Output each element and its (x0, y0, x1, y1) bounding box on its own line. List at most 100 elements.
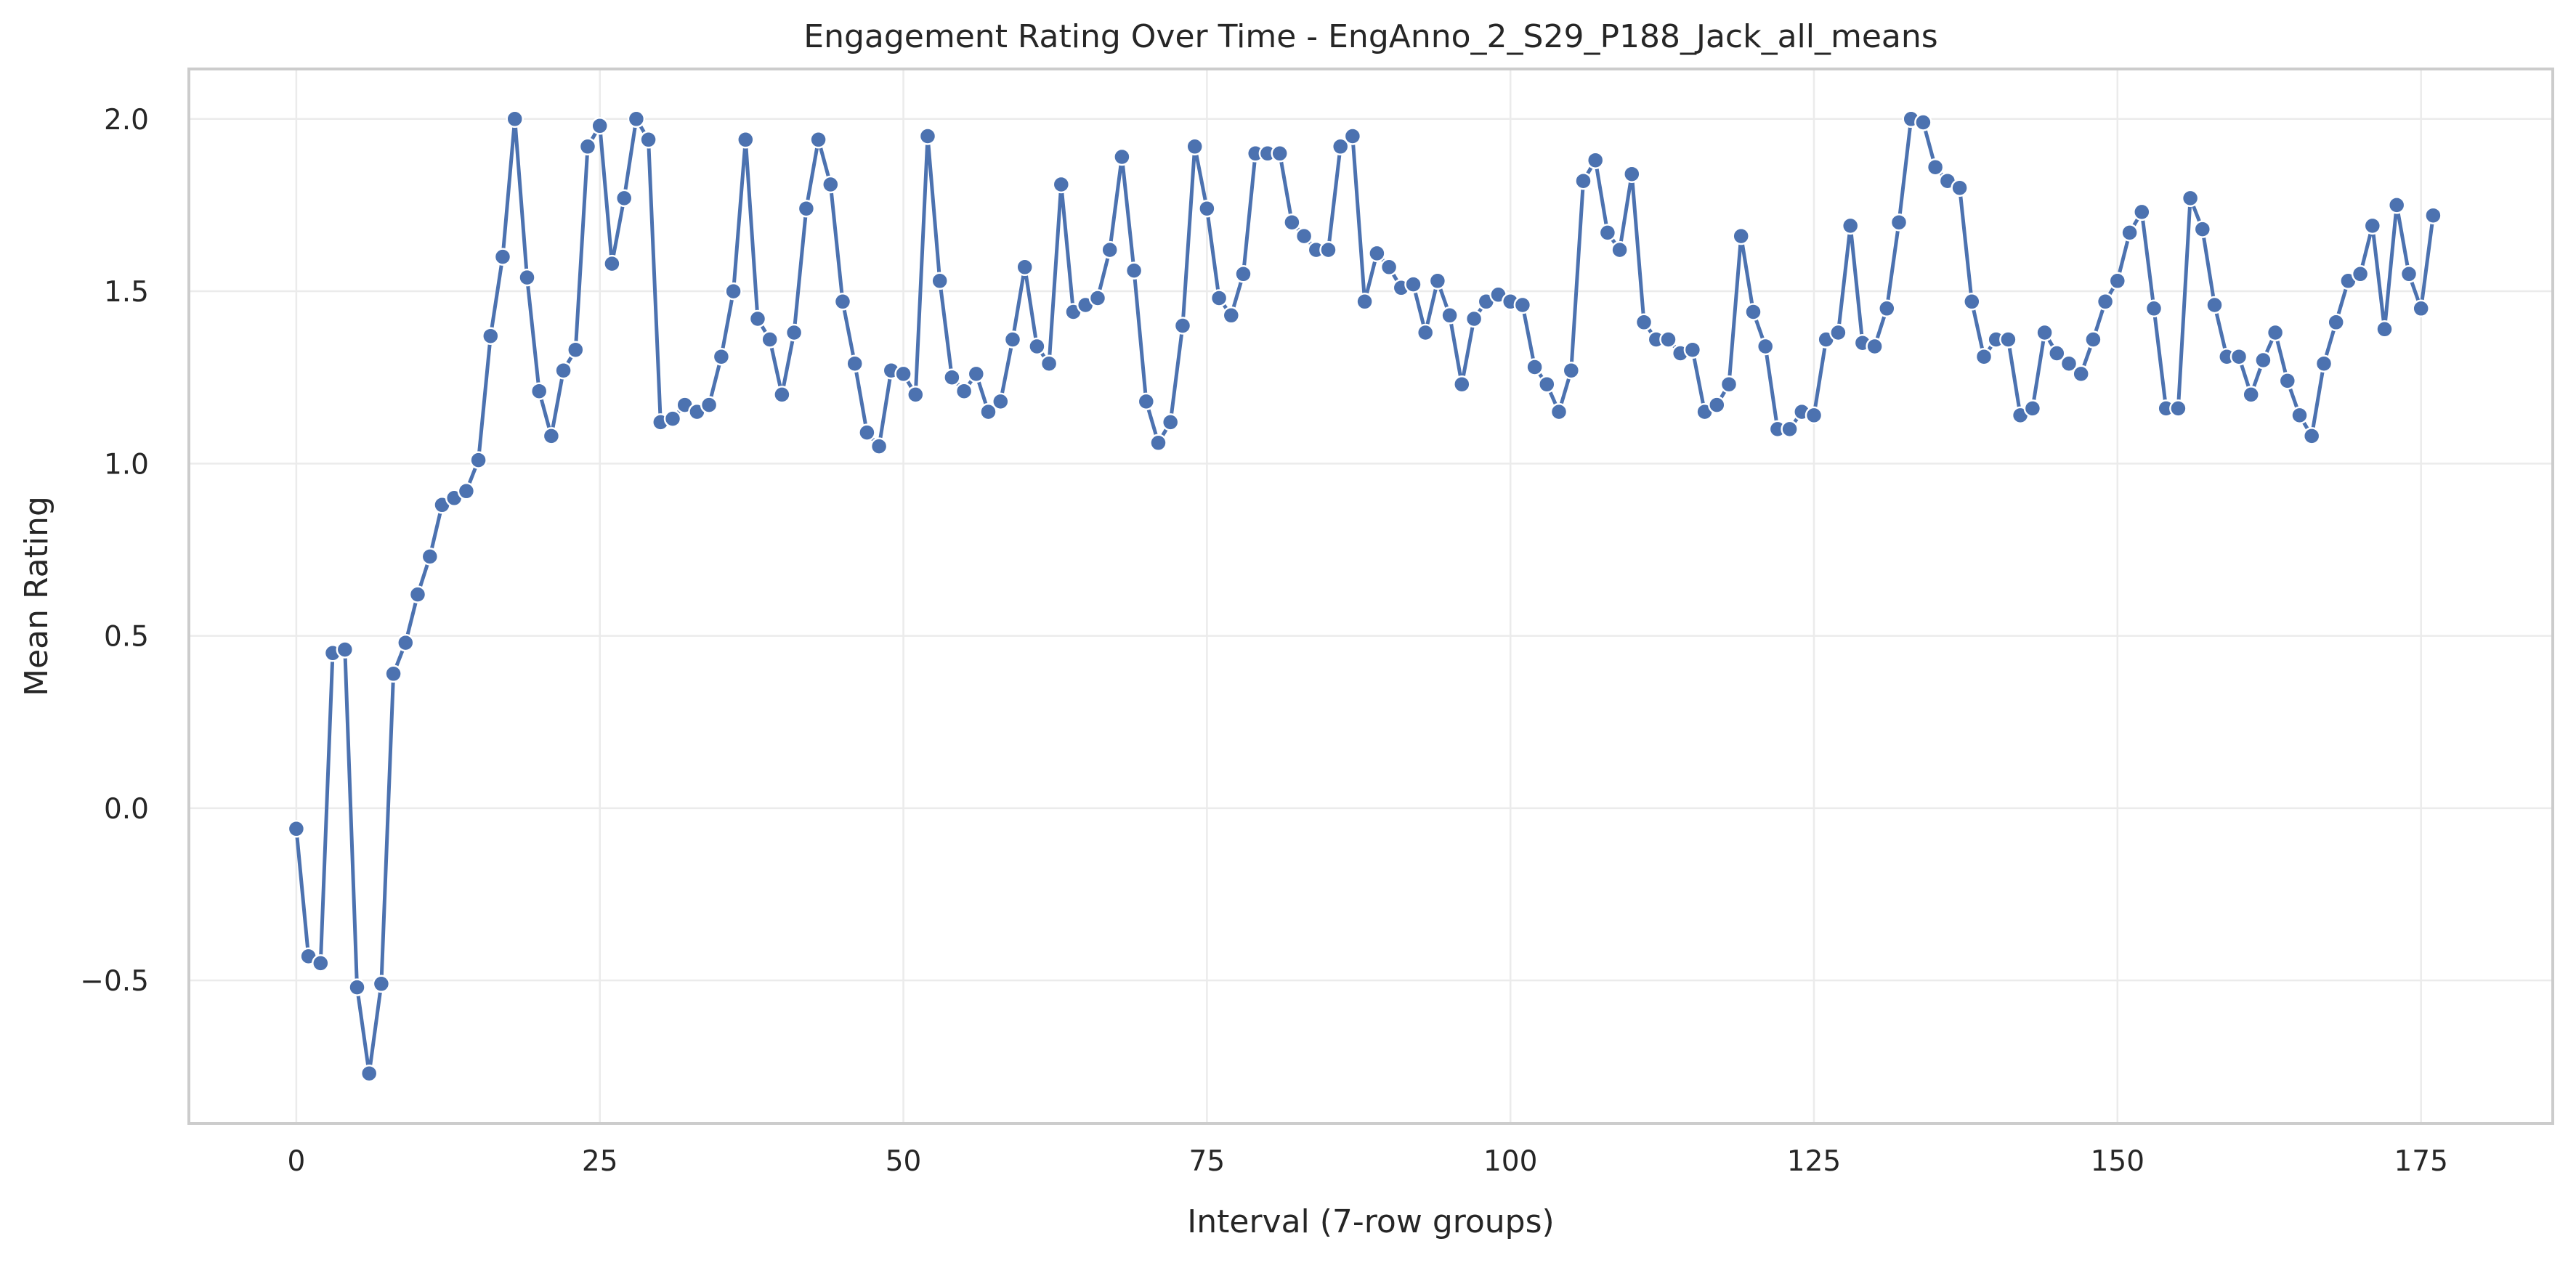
data-point (1198, 199, 1216, 218)
data-point (1526, 358, 1544, 376)
data-point (1841, 216, 1860, 235)
data-point (1003, 330, 1022, 349)
x-tick-label: 0 (287, 1145, 305, 1178)
data-point (2291, 406, 2309, 425)
y-tick-labels: −0.5 0.0 0.5 1.0 1.5 2.0 (80, 104, 149, 998)
data-point (992, 392, 1010, 411)
data-point (2412, 299, 2430, 318)
data-point (1173, 317, 1192, 335)
y-tick-label: −0.5 (80, 965, 149, 998)
data-point (1781, 420, 1799, 439)
data-point (979, 402, 997, 421)
data-point (1744, 303, 1762, 321)
x-tick-label: 25 (582, 1145, 618, 1178)
data-point (1963, 293, 1981, 311)
data-point (943, 368, 961, 386)
data-point (348, 978, 366, 996)
data-point (1708, 396, 1726, 414)
data-point (1380, 258, 1398, 277)
data-point (2144, 299, 2163, 318)
chart-title: Engagement Rating Over Time - EngAnno_2_… (803, 18, 1937, 55)
data-point (1974, 347, 1993, 366)
data-point (761, 330, 779, 349)
data-point (1125, 261, 1143, 280)
data-point (408, 585, 427, 603)
data-point (1611, 240, 1629, 259)
x-tick-label: 50 (886, 1145, 922, 1178)
y-tick-label: 0.0 (104, 793, 149, 826)
data-point (663, 410, 682, 428)
data-point (1635, 313, 1653, 332)
x-tick-label: 75 (1189, 1145, 1226, 1178)
data-point (1222, 306, 1241, 325)
y-axis-label: Mean Rating (18, 496, 55, 696)
data-point (2375, 320, 2394, 338)
data-point (2266, 323, 2285, 342)
data-point (1623, 165, 1641, 183)
data-point (1271, 145, 1289, 163)
data-point (1319, 240, 1337, 259)
grid-lines (189, 69, 2553, 1123)
data-point (907, 386, 925, 404)
y-tick-label: 2.0 (104, 104, 149, 137)
data-point (1683, 341, 1702, 359)
x-tick-labels: 0 25 50 75 100 125 150 175 (287, 1145, 2447, 1178)
data-point (1052, 175, 1071, 194)
data-point (312, 954, 330, 972)
y-tick-label: 1.0 (104, 448, 149, 481)
data-point (457, 482, 476, 500)
plot-frame (187, 68, 2554, 1125)
data-point (1829, 323, 1847, 342)
data-point (627, 110, 646, 129)
data-point (1441, 306, 1459, 325)
x-tick-label: 100 (1483, 1145, 1537, 1178)
data-point (2169, 399, 2187, 418)
data-point (1368, 244, 1386, 263)
x-tick-label: 175 (2394, 1145, 2447, 1178)
x-axis-label: Interval (7-row groups) (1187, 1203, 1554, 1240)
x-tick-label: 125 (1787, 1145, 1841, 1178)
data-point (2023, 399, 2042, 418)
data-point (2314, 354, 2333, 373)
data-point (1137, 392, 1156, 411)
data-point (931, 272, 949, 290)
data-point (2302, 427, 2321, 445)
data-point (1926, 158, 1945, 176)
data-point (870, 437, 888, 455)
data-point (1040, 354, 1058, 373)
data-point (2036, 323, 2054, 342)
data-point (1113, 147, 1131, 166)
data-point (1210, 289, 1228, 307)
data-point (700, 396, 718, 414)
data-point (1161, 413, 1180, 431)
data-point (2193, 220, 2212, 238)
y-tick-label: 1.5 (104, 276, 149, 309)
data-point (2133, 203, 2151, 221)
data-point (1890, 213, 1908, 232)
data-point (955, 382, 973, 400)
data-point (336, 640, 355, 659)
x-tick-label: 150 (2091, 1145, 2144, 1178)
data-point (1186, 137, 1204, 156)
data-point (2108, 272, 2127, 290)
data-point (967, 365, 986, 383)
data-point (1732, 227, 1750, 245)
data-point (1562, 361, 1581, 380)
data-point (1404, 275, 1422, 293)
data-point (2387, 196, 2406, 214)
data-point (1598, 224, 1617, 242)
data-point (1101, 240, 1119, 259)
data-point (724, 282, 742, 301)
data-point (1016, 258, 1034, 277)
data-points (287, 110, 2442, 1083)
data-point (1331, 137, 1350, 156)
data-point (591, 117, 609, 135)
data-point (542, 427, 561, 445)
data-point (1951, 179, 1969, 197)
data-point (773, 386, 791, 404)
data-point (2096, 293, 2115, 311)
data-point (1550, 402, 1568, 421)
data-point (639, 131, 657, 149)
data-point (372, 975, 391, 993)
